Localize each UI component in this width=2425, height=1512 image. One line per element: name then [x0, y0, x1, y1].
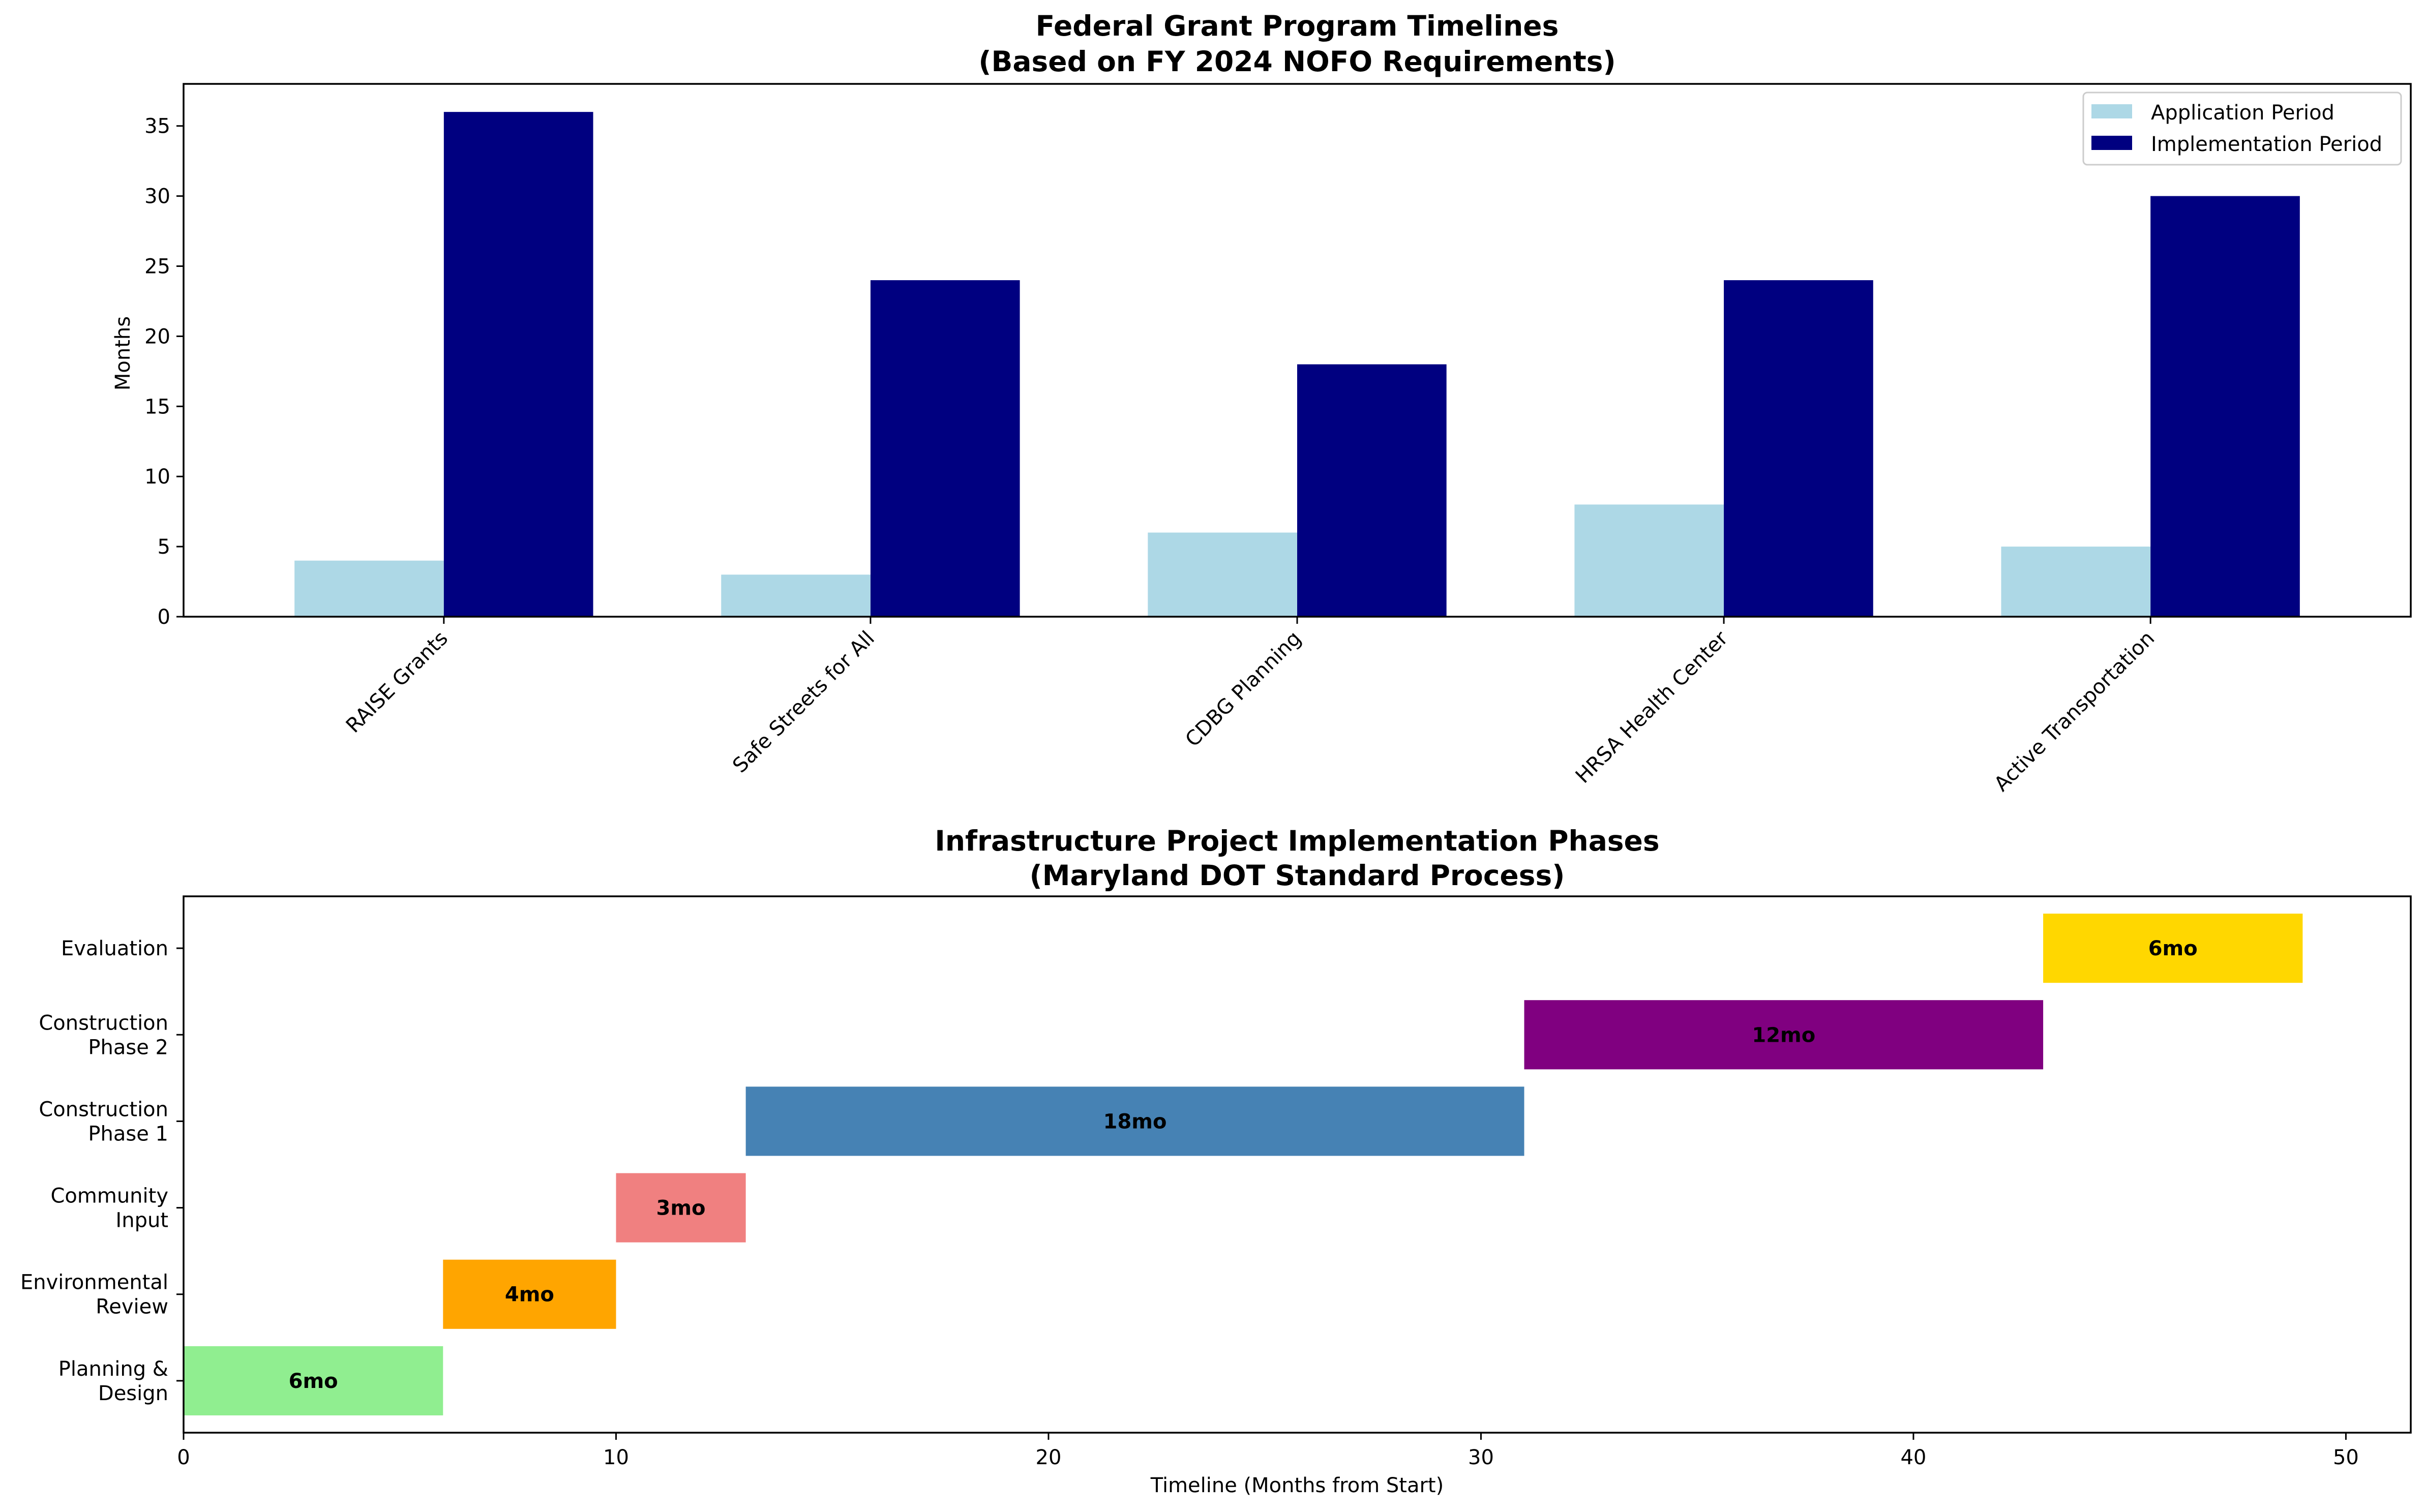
y-tick-label-evaluation: Evaluation	[61, 937, 168, 960]
phase-bar-planning-design	[184, 1346, 443, 1415]
x-tick-label-cdbg-planning: CDBG Planning	[1181, 627, 1306, 752]
bar-application-period-hrsa-health-center	[1574, 504, 1724, 617]
y-tick-label-environmental-review: Environmental Review	[20, 1271, 168, 1319]
legend-swatch-application-period	[2091, 104, 2132, 118]
bottom-chart-frame	[183, 895, 2412, 1434]
bottom-chart-y-ticks: Planning & Design Environmental Review Commu…	[20, 937, 184, 1405]
x-tick-label: 0	[177, 1446, 190, 1469]
bar-application-period-cdbg-planning	[1148, 532, 1297, 617]
y-tick-label: 5	[158, 535, 170, 559]
phase-bar-evaluation	[2043, 914, 2303, 983]
grant-timelines-chart: Federal Grant Program Timelines (Based o…	[111, 10, 2412, 796]
implementation-phases-chart: Infrastructure Project Implementation Ph…	[20, 825, 2412, 1497]
legend-box	[2082, 92, 2402, 166]
bar-implementation-period-cdbg-planning	[1297, 364, 1447, 617]
phase-duration-label-planning-design: 6mo	[289, 1370, 338, 1393]
x-tick-label: 30	[1468, 1446, 1494, 1469]
bar-implementation-period-active-transportation	[2150, 196, 2300, 617]
bar-application-period-raise-grants	[294, 560, 444, 617]
top-chart-y-ticks: 0 5 10 15 20 25 30 35	[144, 115, 184, 629]
phase-duration-label-construction-phase-2: 12mo	[1752, 1023, 1815, 1047]
y-tick-label-community-input: Community Input	[50, 1185, 168, 1232]
y-tick-label: 30	[144, 185, 170, 208]
phase-duration-label-community-input: 3mo	[656, 1197, 706, 1220]
y-tick-label-construction-phase-2: Construction Phase 2	[39, 1011, 168, 1059]
y-tick-label: 20	[144, 325, 170, 348]
phase-duration-label-construction-phase-1: 18mo	[1103, 1110, 1167, 1133]
bottom-chart-xlabel: Timeline (Months from Start)	[1150, 1474, 1444, 1497]
x-tick-label-raise-grants: RAISE Grants	[342, 627, 453, 738]
x-tick-label-active-transportation: Active Transportation	[1990, 627, 2159, 796]
top-chart-x-ticks: RAISE Grants Safe Streets for All CDBG Pla…	[342, 617, 2159, 796]
top-chart-title: Federal Grant Program Timelines	[1036, 10, 1559, 42]
y-tick-label: 15	[144, 395, 170, 418]
bar-application-period-safe-streets-for-all	[721, 574, 871, 617]
legend-swatch-implementation-period	[2091, 136, 2132, 150]
legend-label-application-period: Application Period	[2151, 101, 2334, 125]
top-chart-bars	[294, 112, 2300, 617]
phase-duration-label-evaluation: 6mo	[2148, 937, 2198, 960]
bottom-chart-x-ticks: 0 10 20 30 40 50	[177, 1433, 2359, 1469]
phase-duration-label-environmental-review: 4mo	[505, 1283, 554, 1307]
legend-label-implementation-period: Implementation Period	[2151, 133, 2382, 156]
bottom-chart-title: Infrastructure Project Implementation Ph…	[935, 825, 1659, 857]
y-tick-label: 0	[158, 606, 170, 629]
phase-bar-construction-phase-2	[1524, 1000, 2044, 1070]
bottom-chart-bars: 6mo 4mo 3mo 18mo 12mo 6mo	[184, 914, 2303, 1415]
x-tick-label: 20	[1036, 1446, 1062, 1469]
y-tick-label: 10	[144, 465, 170, 489]
x-tick-label: 50	[2333, 1446, 2359, 1469]
phase-bar-environmental-review	[443, 1259, 616, 1329]
x-tick-label-safe-streets-for-all: Safe Streets for All	[728, 627, 879, 778]
top-chart-frame	[183, 83, 2412, 618]
y-tick-label: 35	[144, 115, 170, 138]
y-tick-label-planning-design: Planning & Design	[58, 1357, 168, 1405]
bottom-chart-subtitle: (Maryland DOT Standard Process)	[1030, 859, 1565, 892]
y-tick-label: 25	[144, 255, 170, 279]
x-tick-label-hrsa-health-center: HRSA Health Center	[1571, 626, 1733, 788]
top-chart-legend: Application Period Implementation Period	[2082, 92, 2402, 166]
bar-implementation-period-safe-streets-for-all	[870, 280, 1020, 617]
top-chart-ylabel: Months	[111, 316, 135, 390]
phase-bar-construction-phase-1	[745, 1086, 1524, 1156]
phase-bar-community-input	[616, 1173, 746, 1243]
bar-implementation-period-raise-grants	[443, 112, 593, 617]
top-chart-subtitle: (Based on FY 2024 NOFO Requirements)	[978, 45, 1615, 78]
x-tick-label: 40	[1900, 1446, 1926, 1469]
x-tick-label: 10	[603, 1446, 629, 1469]
bar-application-period-active-transportation	[2001, 547, 2151, 617]
y-tick-label-construction-phase-1: Construction Phase 1	[39, 1098, 168, 1145]
bar-implementation-period-hrsa-health-center	[1724, 280, 1873, 617]
